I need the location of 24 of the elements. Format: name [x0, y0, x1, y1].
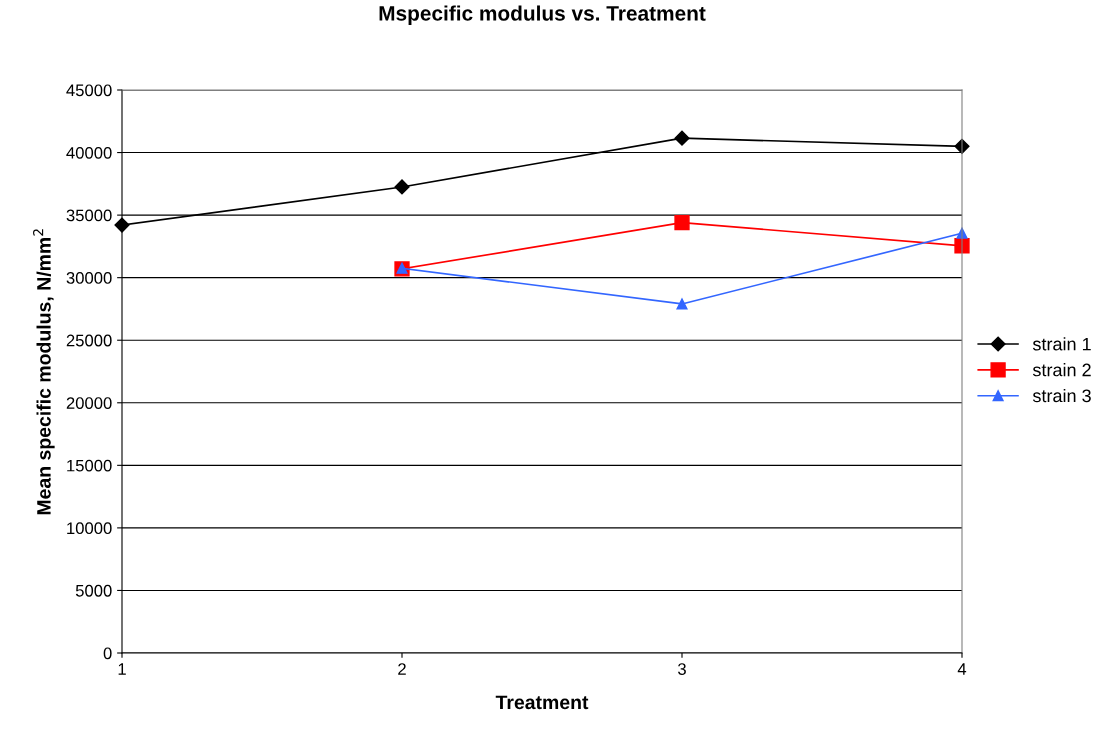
x-tick-label: 2 [398, 663, 406, 675]
y-tick-label: 20000 [66, 397, 112, 409]
y-tick-label: 30000 [66, 272, 112, 284]
point [394, 179, 410, 195]
y-axis-title: Mean specific modulus, N/mm$^{2}$ [33, 229, 55, 515]
x-tick-label: 1 [118, 663, 126, 675]
point [676, 298, 688, 310]
y-tick-label: 45000 [66, 84, 112, 97]
legend-label: strain 1 [1032, 337, 1091, 351]
chart-title: Mspecific modulus vs. Treatment [379, 5, 706, 25]
point [674, 130, 690, 146]
x-tick-label: 4 [957, 663, 967, 675]
x-axis-title: Treatment [495, 695, 589, 710]
legend-label: strain 3 [1032, 388, 1091, 403]
y-tick-label: 35000 [66, 209, 112, 222]
y-tick-label: 10000 [67, 522, 112, 535]
point [674, 214, 690, 231]
y-tick-label: 5000 [75, 584, 112, 597]
y-tick-label: 0 [103, 647, 112, 660]
y-tick-label: 25000 [66, 334, 112, 347]
x-tick-label: 3 [678, 663, 686, 675]
legend-label: strain 2 [1032, 363, 1091, 377]
y-tick-label: 40000 [66, 146, 112, 159]
y-tick-label: 15000 [67, 459, 112, 472]
